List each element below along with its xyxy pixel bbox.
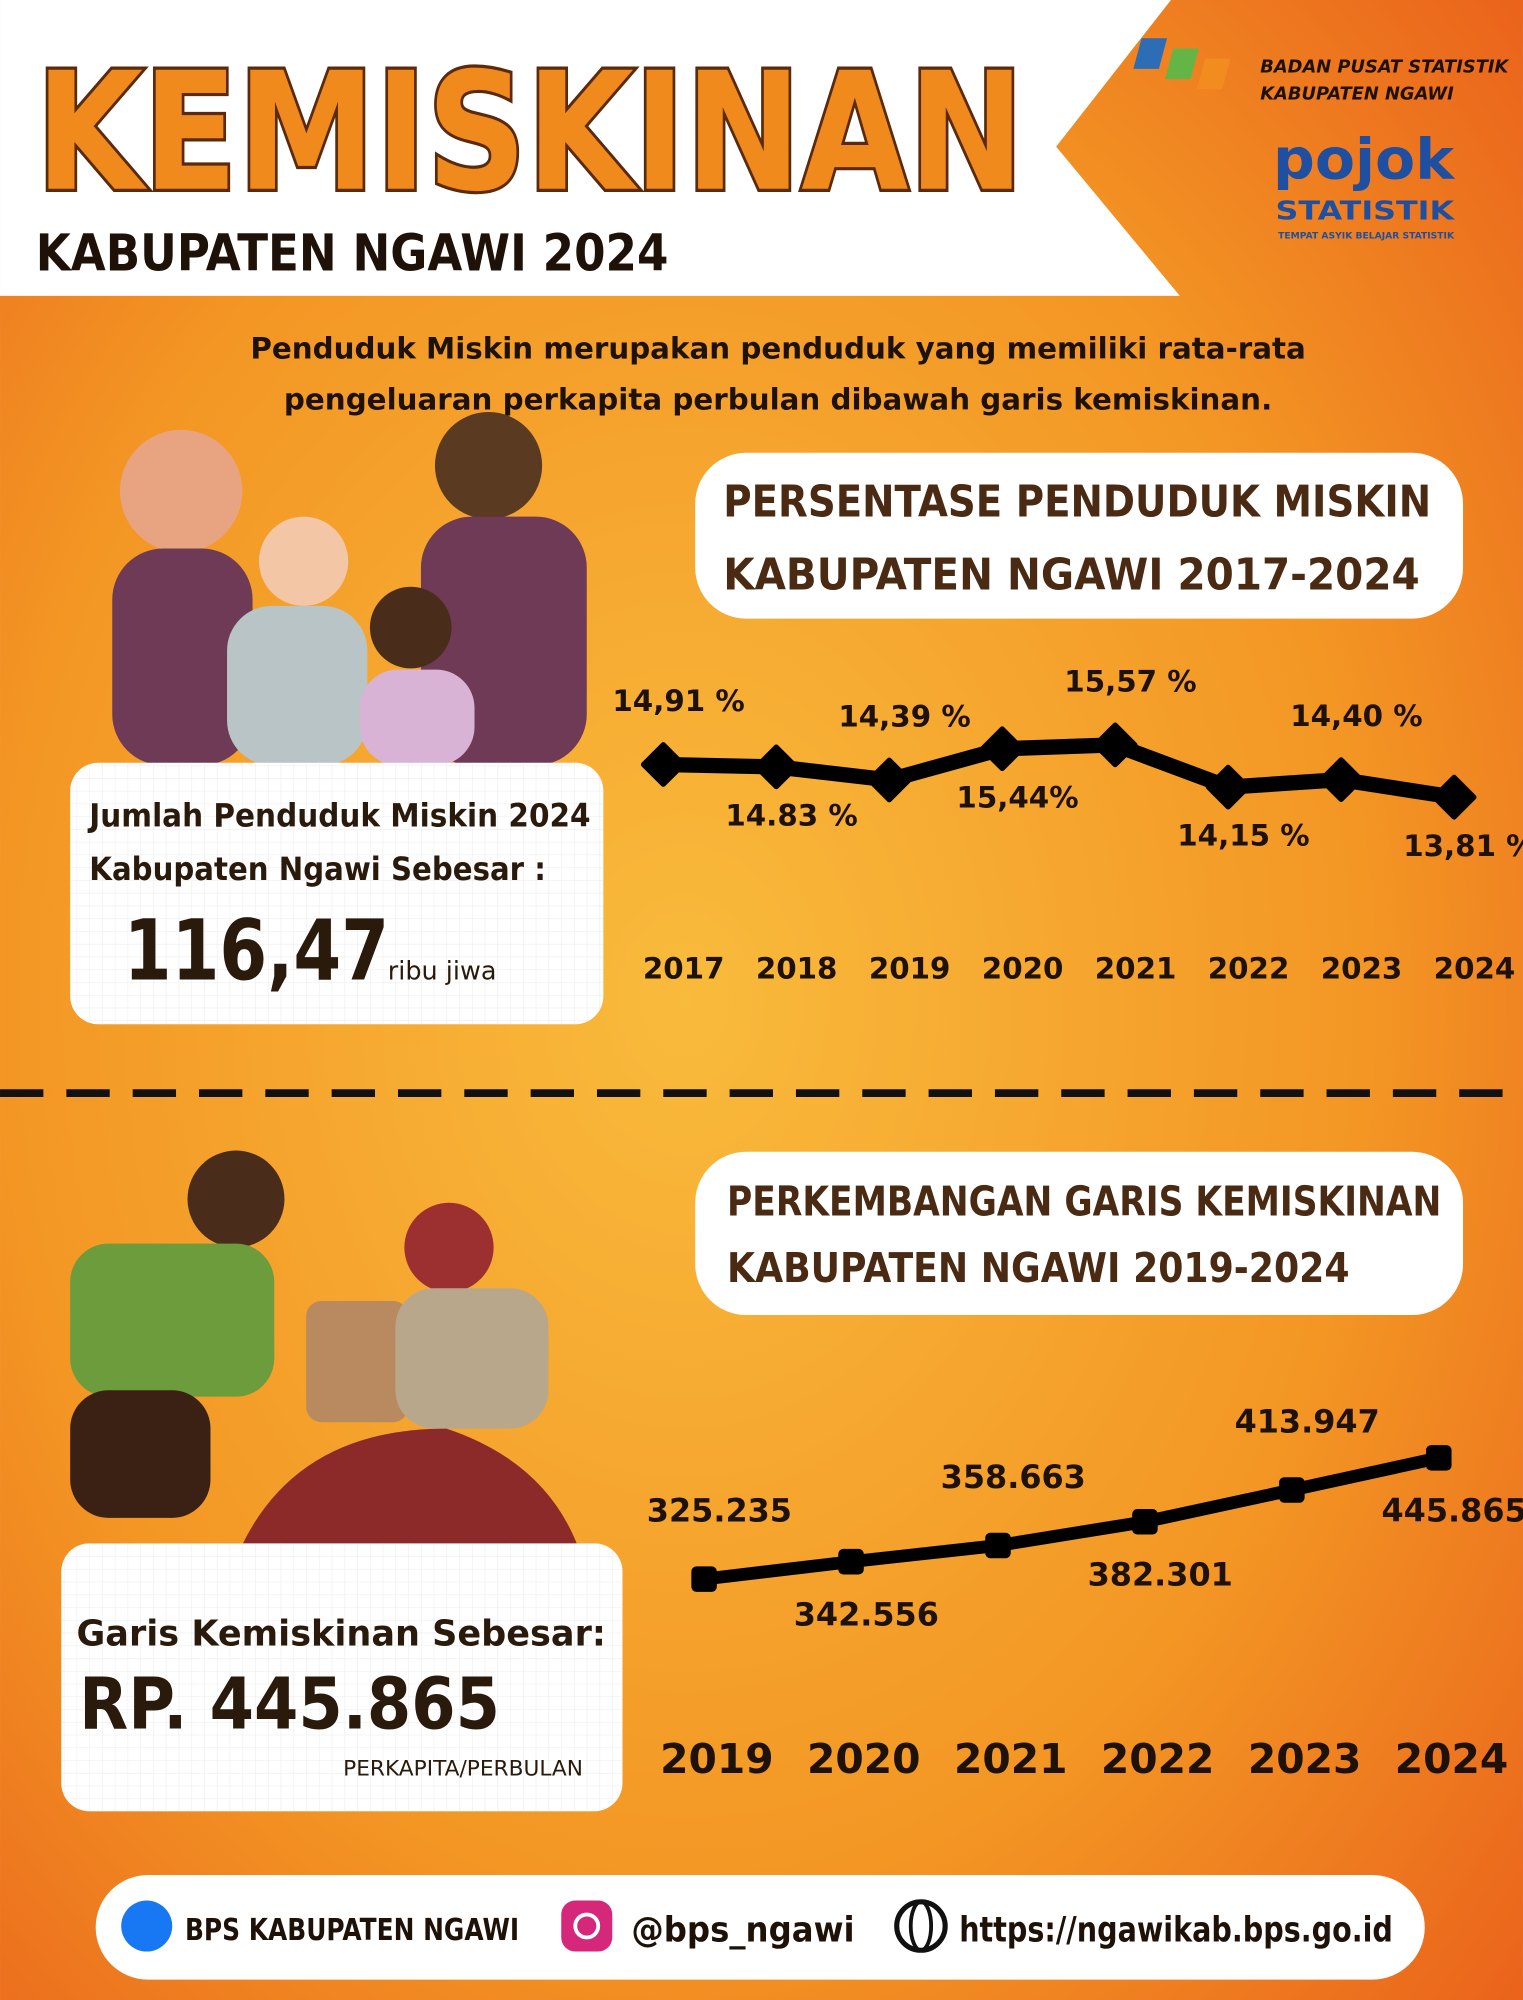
chart-title: KABUPATEN NGAWI 2017-2024 <box>723 550 1419 600</box>
charity-illustration <box>70 1150 587 1576</box>
facebook-handle[interactable]: BPS KABUPATEN NGAWI <box>185 1913 519 1948</box>
marker <box>1279 1477 1305 1503</box>
value-label: 14,39 % <box>838 699 970 733</box>
x-tick-label: 2021 <box>1095 951 1177 985</box>
blanket <box>229 1428 587 1576</box>
x-tick-label: 2022 <box>1101 1735 1215 1783</box>
info-box-grid <box>61 1543 623 1812</box>
logo-block <box>1133 38 1168 69</box>
marker <box>1431 774 1477 820</box>
info-box-grid <box>70 762 604 1025</box>
value-label: 14.83 % <box>725 799 857 833</box>
definition: pengeluaran perkapita perbulan dibawah g… <box>284 382 1272 416</box>
hair <box>119 429 243 553</box>
value-label: 15,44% <box>956 780 1078 814</box>
chart-title-box <box>695 452 1464 619</box>
coat <box>395 1288 549 1429</box>
marker <box>1092 722 1138 768</box>
marker <box>985 1532 1011 1559</box>
x-tick-label: 2022 <box>1208 951 1290 985</box>
chart-title: KABUPATEN NGAWI 2019-2024 <box>727 1244 1349 1292</box>
value-label: 358.663 <box>941 1458 1086 1496</box>
brand: pojok <box>1273 128 1456 193</box>
instagram-handle[interactable]: @bps_ngawi <box>631 1910 854 1950</box>
x-tick-label: 2020 <box>982 951 1064 985</box>
value-label: 325.235 <box>647 1492 792 1530</box>
hair <box>434 411 543 520</box>
x-tick-label: 2024 <box>1434 951 1516 985</box>
body <box>112 548 253 766</box>
chart-title: PERSENTASE PENDUDUK MISKIN <box>723 478 1431 528</box>
x-tick-label: 2019 <box>660 1735 774 1783</box>
info-label: Jumlah Penduduk Miskin 2024 <box>87 797 590 835</box>
hat <box>404 1202 494 1293</box>
info-unit: PERKAPITA/PERBULAN <box>343 1757 583 1782</box>
web-icon-meridian <box>908 1899 934 1953</box>
vest <box>70 1243 275 1397</box>
marker <box>753 744 799 790</box>
definition: Penduduk Miskin merupakan penduduk yang … <box>250 331 1305 365</box>
body <box>359 669 475 766</box>
org-region: KABUPATEN NGAWI <box>1260 83 1454 104</box>
x-tick-label: 2021 <box>954 1735 1068 1783</box>
value-label: 342.556 <box>794 1595 939 1633</box>
x-tick-label: 2020 <box>807 1735 921 1783</box>
subtitle: KABUPATEN NGAWI 2024 <box>36 224 669 283</box>
marker <box>838 1548 864 1575</box>
marker <box>979 726 1025 772</box>
bps-logo <box>1133 38 1231 90</box>
bag <box>306 1301 409 1423</box>
x-tick-label: 2019 <box>869 951 951 985</box>
info-value: 116,47 <box>124 902 389 1000</box>
value-label: 445.865 <box>1382 1492 1523 1530</box>
logo-block <box>1196 58 1231 90</box>
value-label: 13,81 % <box>1403 829 1523 863</box>
value-label: 382.301 <box>1088 1556 1233 1594</box>
marker <box>1205 764 1251 810</box>
line <box>703 1451 1441 1586</box>
x-tick-label: 2024 <box>1395 1735 1509 1783</box>
instagram-icon <box>561 1900 613 1952</box>
marker <box>640 742 686 787</box>
info-label: Garis Kemiskinan Sebesar: <box>77 1613 606 1654</box>
head <box>258 516 349 606</box>
facebook-icon <box>121 1900 173 1952</box>
marker <box>1318 757 1364 803</box>
website[interactable]: https://ngawikab.bps.go.id <box>959 1910 1393 1950</box>
brand-sub: STATISTIK <box>1276 196 1456 226</box>
body <box>227 605 368 766</box>
family-illustration <box>112 411 587 766</box>
info-value: RP. 445.865 <box>79 1662 500 1745</box>
marker <box>691 1566 717 1592</box>
info-unit: ribu jiwa <box>388 957 497 987</box>
value-label: 15,57 % <box>1064 664 1196 698</box>
value-label: 413.947 <box>1235 1403 1380 1441</box>
pants <box>70 1390 211 1518</box>
info-label: Kabupaten Ngawi Sebesar : <box>89 850 546 888</box>
footer-bar <box>95 1875 1425 1980</box>
x-tick-label: 2017 <box>643 951 725 985</box>
header-band <box>0 0 1180 296</box>
marker <box>1426 1445 1452 1471</box>
hair <box>369 586 452 669</box>
value-label: 14,15 % <box>1177 819 1309 853</box>
value-label: 14,91 % <box>612 684 744 718</box>
hair <box>187 1150 285 1248</box>
tagline: TEMPAT ASYIK BELAJAR STATISTIK <box>1278 232 1455 242</box>
x-tick-label: 2023 <box>1248 1735 1362 1783</box>
chart-title-box <box>695 1151 1464 1316</box>
marker <box>866 757 912 803</box>
instagram-icon-lens <box>573 1912 601 1940</box>
org-name: BADAN PUSAT STATISTIK <box>1260 57 1509 78</box>
value-label: 14,40 % <box>1290 699 1422 733</box>
chart-title: PERKEMBANGAN GARIS KEMISKINAN <box>727 1178 1441 1226</box>
x-tick-label: 2023 <box>1321 951 1403 985</box>
x-tick-label: 2018 <box>756 951 838 985</box>
marker <box>1132 1509 1158 1535</box>
logo-block <box>1165 48 1199 80</box>
title: KEMISKINAN <box>36 37 1025 228</box>
